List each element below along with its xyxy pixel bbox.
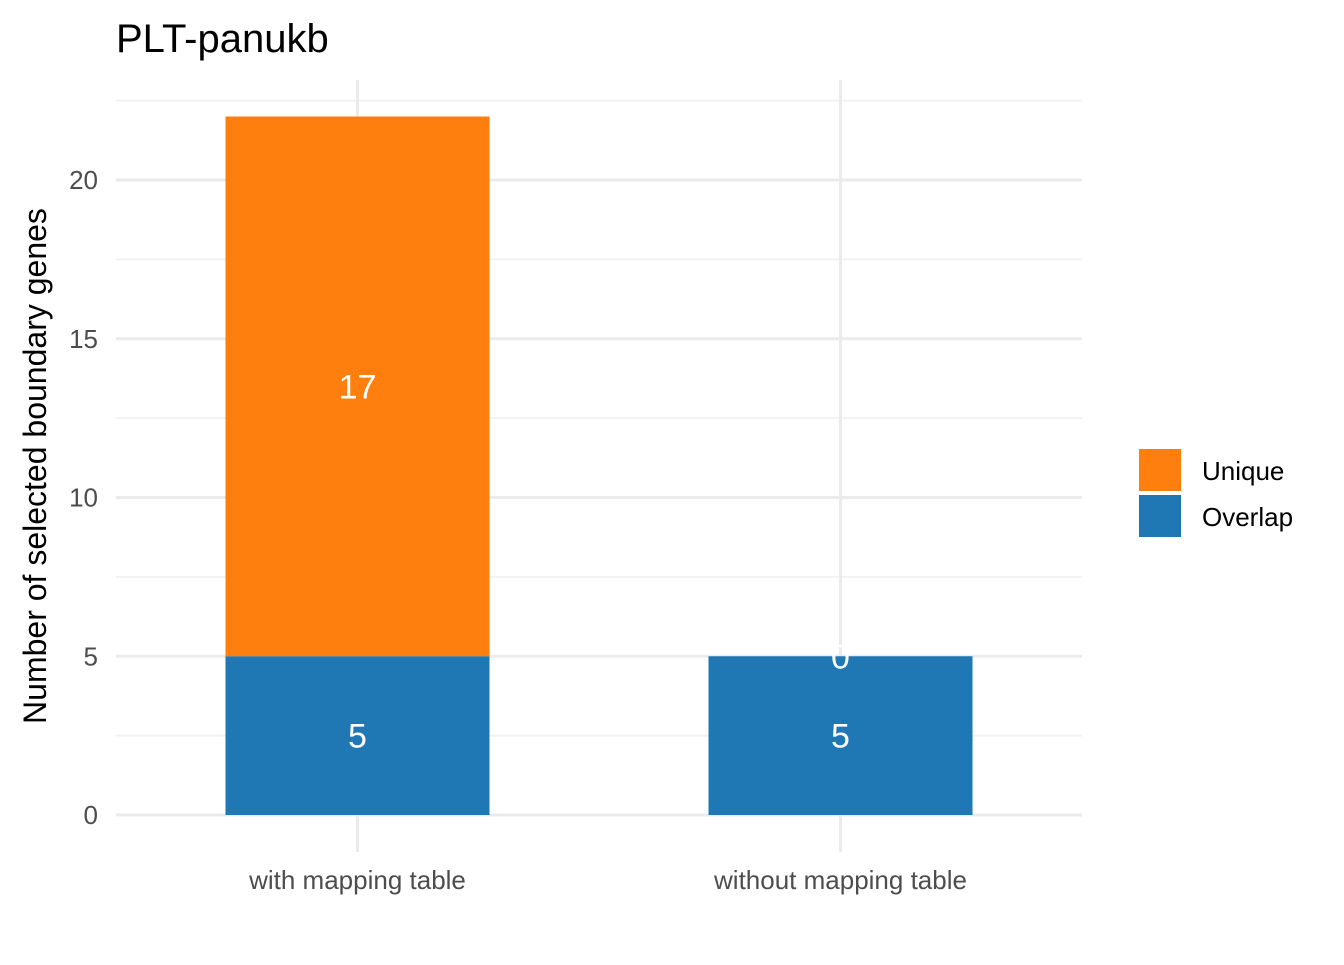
data-label-overlap-2: 5 xyxy=(831,718,850,756)
bar-overlap-2 xyxy=(708,656,973,815)
chart-title: PLT-panukb xyxy=(116,17,329,61)
legend-key-unique xyxy=(1139,449,1181,491)
legend-label-overlap: Overlap xyxy=(1202,502,1293,532)
data-label-overlap-1: 5 xyxy=(348,718,367,756)
y-axis-label: Number of selected boundary genes xyxy=(17,208,53,724)
y-tick-label: 0 xyxy=(84,800,98,830)
data-labels: 5 17 5 0 xyxy=(339,368,850,755)
x-axis-ticks: with mapping table without mapping table xyxy=(248,865,967,895)
legend-label-unique: Unique xyxy=(1202,456,1284,486)
x-tick-label: without mapping table xyxy=(713,865,967,895)
y-tick-label: 15 xyxy=(69,324,98,354)
data-label-unique-2: 0 xyxy=(831,638,850,676)
y-tick-label: 5 xyxy=(84,641,98,671)
y-axis-ticks: 0 5 10 15 20 xyxy=(69,165,98,830)
bar-overlap-1 xyxy=(225,656,490,815)
y-tick-label: 20 xyxy=(69,165,98,195)
x-tick-label: with mapping table xyxy=(248,865,466,895)
bar-unique-1 xyxy=(225,116,490,657)
legend-key-overlap xyxy=(1139,495,1181,537)
bars xyxy=(225,116,973,815)
y-tick-label: 10 xyxy=(69,483,98,513)
legend: Unique Overlap xyxy=(1139,449,1293,537)
data-label-unique-1: 17 xyxy=(339,368,377,406)
